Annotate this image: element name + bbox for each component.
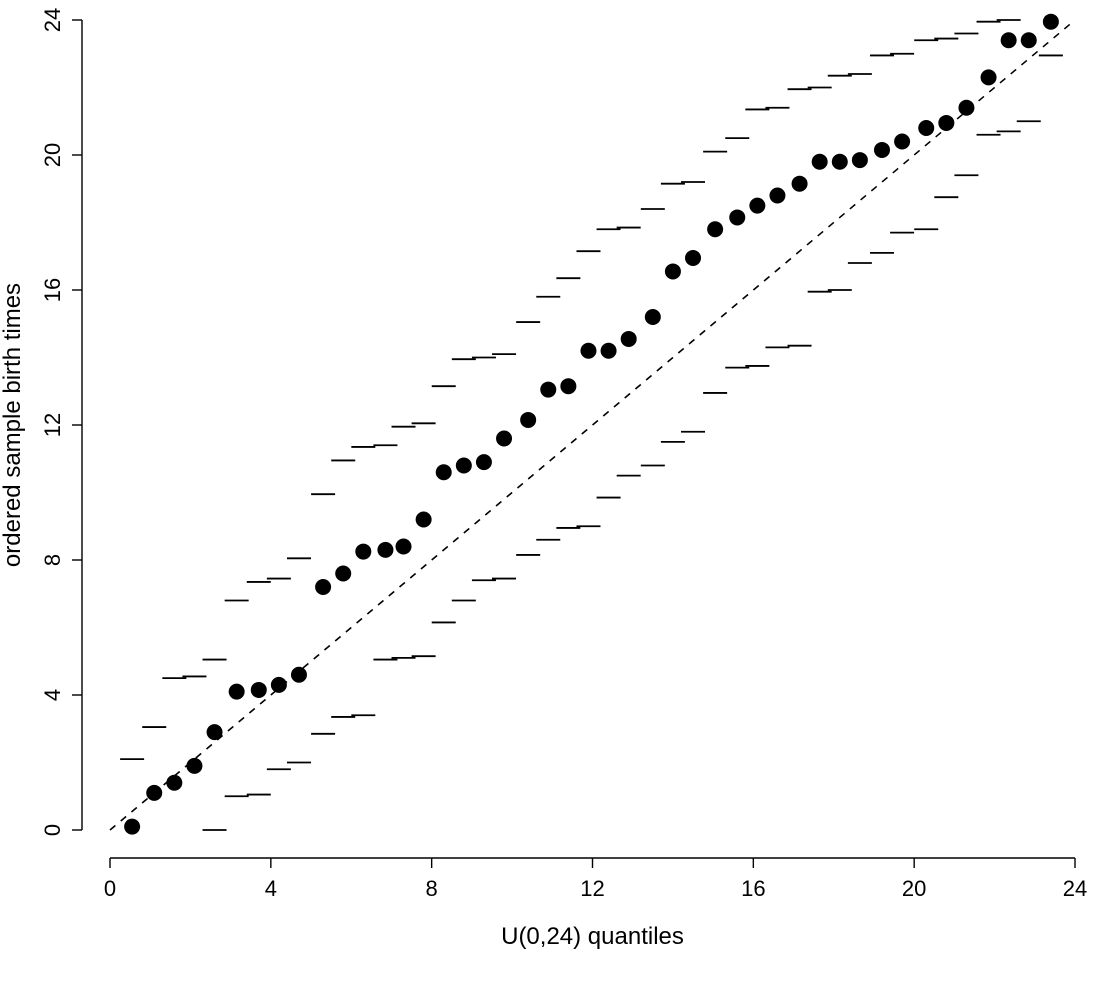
data-point: [958, 100, 974, 116]
data-point: [229, 684, 245, 700]
data-point: [560, 378, 576, 394]
data-point: [832, 154, 848, 170]
y-tick-label: 16: [40, 278, 65, 302]
data-point: [251, 682, 267, 698]
y-tick-label: 4: [40, 689, 65, 701]
data-point: [291, 667, 307, 683]
data-point: [580, 343, 596, 359]
data-point: [749, 198, 765, 214]
data-point: [396, 539, 412, 555]
data-point: [1021, 32, 1037, 48]
data-point: [665, 263, 681, 279]
data-point: [769, 188, 785, 204]
data-point: [852, 152, 868, 168]
y-tick-label: 8: [40, 554, 65, 566]
data-point: [792, 176, 808, 192]
x-tick-label: 4: [265, 876, 277, 901]
data-point: [621, 331, 637, 347]
x-axis-title: U(0,24) quantiles: [501, 923, 684, 950]
x-tick-label: 0: [104, 876, 116, 901]
data-point: [1001, 32, 1017, 48]
data-point: [207, 724, 223, 740]
data-point: [416, 512, 432, 528]
y-tick-label: 20: [40, 143, 65, 167]
data-point: [729, 209, 745, 225]
data-point: [355, 544, 371, 560]
data-point: [645, 309, 661, 325]
data-point: [496, 431, 512, 447]
y-tick-label: 24: [40, 8, 65, 32]
x-tick-label: 16: [741, 876, 765, 901]
data-point: [186, 758, 202, 774]
x-tick-label: 12: [580, 876, 604, 901]
data-point: [124, 819, 140, 835]
data-point: [456, 458, 472, 474]
data-point: [1043, 14, 1059, 30]
y-tick-label: 0: [40, 824, 65, 836]
y-tick-label: 12: [40, 413, 65, 437]
data-point: [476, 454, 492, 470]
data-point: [377, 542, 393, 558]
data-point: [874, 142, 890, 158]
data-point: [812, 154, 828, 170]
data-point: [981, 69, 997, 85]
data-point: [436, 464, 452, 480]
data-point: [685, 250, 701, 266]
data-point: [894, 134, 910, 150]
data-point: [707, 221, 723, 237]
data-point: [520, 412, 536, 428]
data-point: [918, 120, 934, 136]
data-point: [335, 566, 351, 582]
x-tick-label: 8: [426, 876, 438, 901]
data-point: [315, 579, 331, 595]
data-point: [601, 343, 617, 359]
data-point: [540, 382, 556, 398]
x-tick-label: 24: [1063, 876, 1087, 901]
data-point: [938, 115, 954, 131]
qq-plot: 0 4 8 12 16 20 24 0 4 8 12 16 20 24 U(0,24) quantiles o…: [0, 0, 1109, 983]
data-point: [146, 785, 162, 801]
scatter-points: [124, 14, 1059, 835]
reference-line: [110, 20, 1075, 830]
ci-lower: [203, 55, 1063, 830]
x-tick-label: 20: [902, 876, 926, 901]
y-axis-title: ordered sample birth times: [0, 283, 26, 567]
data-point: [271, 677, 287, 693]
data-point: [166, 775, 182, 791]
